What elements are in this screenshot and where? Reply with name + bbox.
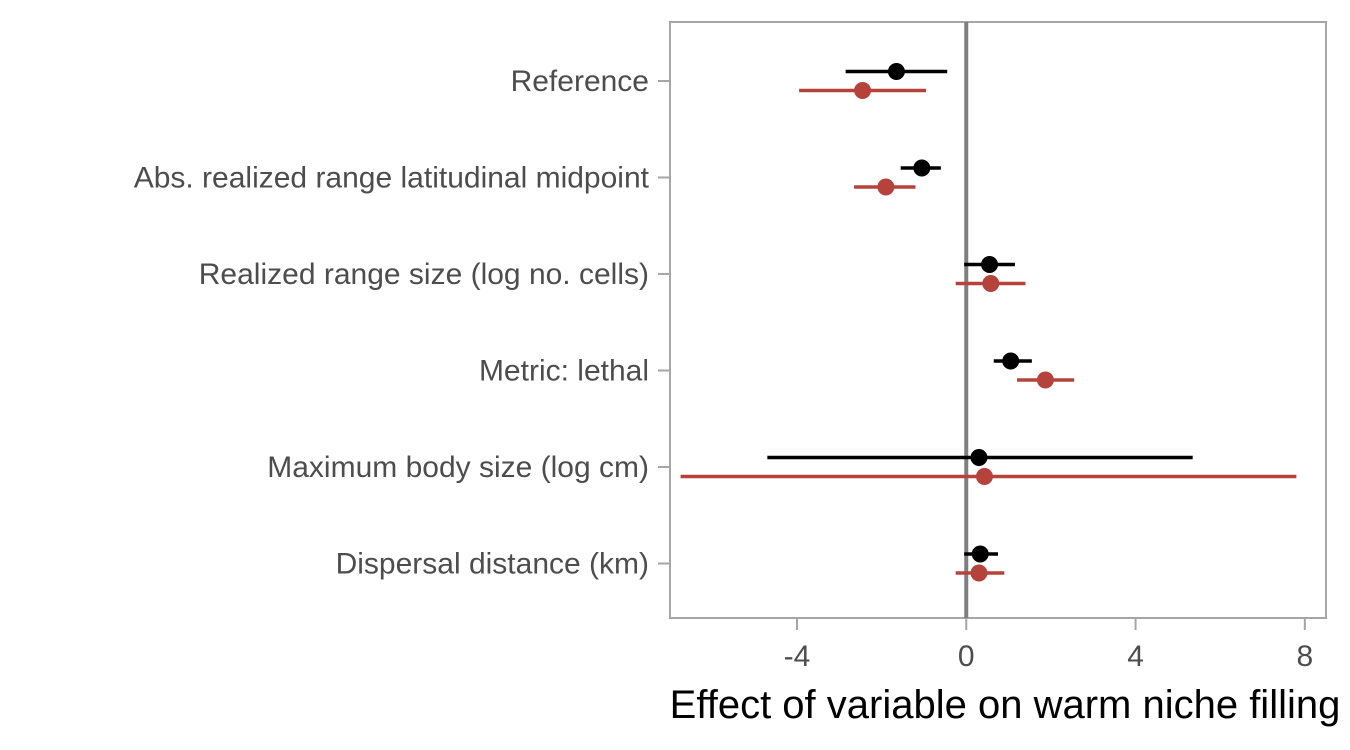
y-tick-label: Realized range size (log no. cells) xyxy=(199,258,649,291)
x-axis-labels: -4 0 4 8 xyxy=(784,640,1314,673)
estimate-point xyxy=(913,159,931,177)
x-axis-ticks xyxy=(795,618,1306,630)
x-tick-label: 4 xyxy=(1127,640,1144,673)
y-axis-labels: Reference Abs. realized range latitudinal… xyxy=(134,65,650,581)
estimate-point xyxy=(970,449,988,466)
estimate-point xyxy=(1002,352,1020,370)
y-tick-label: Abs. realized range latitudinal midpoint xyxy=(134,162,650,195)
chart-marks xyxy=(680,63,1297,582)
x-tick-label: 8 xyxy=(1296,640,1313,673)
x-tick-label: -4 xyxy=(784,640,811,673)
estimate-point xyxy=(971,545,989,563)
y-tick-label: Dispersal distance (km) xyxy=(336,548,649,581)
x-axis-title: Effect of variable on warm niche filling xyxy=(670,683,1341,727)
estimate-point xyxy=(970,564,988,582)
estimate-point xyxy=(877,178,895,196)
estimate-point xyxy=(981,256,999,273)
y-axis-ticks xyxy=(658,80,670,565)
y-tick-label: Metric: lethal xyxy=(479,355,649,388)
estimate-point xyxy=(982,275,1000,292)
estimate-point xyxy=(1036,371,1054,389)
y-tick-label: Maximum body size (log cm) xyxy=(267,451,649,484)
estimate-point xyxy=(975,468,993,485)
estimate-point xyxy=(887,63,905,80)
y-tick-label: Reference xyxy=(511,65,649,98)
x-tick-label: 0 xyxy=(958,640,975,673)
estimate-point xyxy=(854,82,872,99)
plot-panel xyxy=(669,21,1327,619)
